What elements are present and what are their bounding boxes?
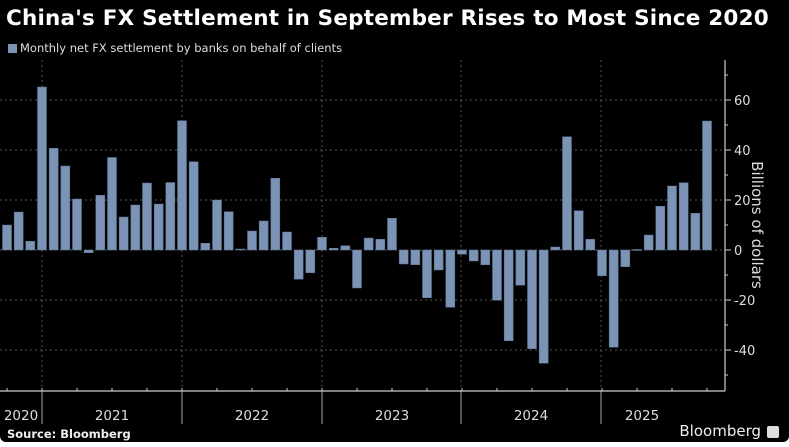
y-tick-label: 60 — [734, 94, 751, 109]
bar-2025-01 — [608, 249, 619, 348]
bar-2023-07 — [398, 249, 409, 265]
bar-2025-04 — [643, 234, 654, 251]
bar-2021-12 — [177, 120, 187, 251]
bar-2023-04 — [363, 237, 374, 251]
bar-2021-04 — [83, 249, 94, 253]
x-tick-label: 2022 — [235, 408, 269, 424]
y-tick-label: 40 — [734, 144, 751, 159]
legend-label: Monthly net FX settlement by banks on be… — [20, 41, 343, 55]
bar-2022-02 — [200, 243, 211, 251]
bar-2020-11 — [25, 241, 36, 251]
bar-2022-04 — [223, 211, 234, 251]
bar-2024-02 — [480, 249, 491, 265]
chart-title: China's FX Settlement in September Rises… — [6, 6, 769, 31]
bar-2022-10 — [293, 249, 304, 280]
bar-2022-11 — [305, 249, 316, 273]
bar-2023-11 — [445, 249, 456, 308]
bar-2023-02 — [340, 245, 351, 251]
bar-2023-10 — [433, 249, 444, 271]
bar-2023-03 — [352, 249, 362, 289]
bar-2024-04 — [503, 249, 514, 341]
bar-2024-03 — [492, 249, 502, 301]
bar-2024-08 — [550, 246, 561, 251]
bar-2021-08 — [130, 204, 141, 251]
bar-2022-03 — [212, 199, 222, 251]
x-tick-label: 2020 — [4, 408, 38, 424]
bar-2025-09 — [702, 120, 712, 251]
bar-2023-06 — [387, 218, 397, 251]
x-tick-label: 2025 — [625, 408, 659, 424]
bar-2021-11 — [165, 182, 176, 251]
bar-2023-05 — [375, 239, 386, 251]
bar-2025-02 — [620, 249, 631, 267]
brand-logo: Bloomberg — [679, 422, 761, 440]
bar-2021-03 — [72, 198, 82, 251]
bar-2024-10 — [573, 210, 584, 251]
bar-2025-05 — [655, 206, 666, 251]
bar-2024-05 — [515, 249, 526, 286]
x-tick-label: 2024 — [514, 408, 548, 424]
legend-swatch — [8, 43, 17, 53]
y-tick-label: -20 — [734, 294, 755, 309]
bar-2020-10 — [13, 211, 24, 251]
bar-2020-09 — [2, 224, 12, 251]
bar-2023-12 — [457, 249, 467, 255]
bar-2024-07 — [538, 249, 549, 364]
bar-2024-11 — [585, 239, 596, 251]
bar-2021-01 — [48, 148, 59, 251]
x-tick-label: 2023 — [375, 408, 409, 424]
bar-2021-09 — [142, 182, 152, 251]
bar-2024-06 — [527, 249, 537, 349]
bar-2022-01 — [188, 161, 199, 251]
bar-2025-08 — [690, 213, 701, 251]
bar-2021-10 — [153, 203, 164, 251]
x-tick-label: 2021 — [95, 408, 129, 424]
legend: Monthly net FX settlement by banks on be… — [8, 41, 342, 55]
bar-2020-12 — [37, 86, 47, 251]
bar-2025-07 — [678, 182, 689, 251]
bar-2022-05 — [235, 248, 246, 251]
bar-2021-05 — [95, 195, 106, 251]
bar-2021-07 — [118, 216, 129, 251]
y-axis-label: Billions of dollars — [748, 161, 766, 289]
y-tick-label: 20 — [734, 194, 751, 209]
bar-2022-07 — [258, 220, 269, 251]
y-tick-label: 0 — [734, 244, 742, 259]
bar-2023-08 — [410, 249, 421, 265]
bar-2025-03 — [632, 249, 642, 251]
bar-2024-01 — [468, 249, 479, 262]
bar-2023-01 — [328, 248, 339, 251]
y-tick-label: -40 — [734, 344, 755, 359]
bar-2022-08 — [270, 178, 281, 251]
bar-2022-09 — [282, 231, 292, 251]
bar-2024-09 — [562, 136, 572, 251]
bar-2025-06 — [667, 185, 677, 251]
bar-2021-06 — [107, 157, 117, 251]
bloomberg-chart-icon — [767, 426, 779, 438]
bar-2023-09 — [422, 249, 432, 298]
bar-2024-12 — [597, 249, 607, 276]
bar-2022-12 — [317, 237, 327, 251]
bar-2022-06 — [247, 230, 257, 251]
source-note: Source: Bloomberg — [7, 427, 131, 441]
bar-2021-02 — [60, 165, 71, 251]
